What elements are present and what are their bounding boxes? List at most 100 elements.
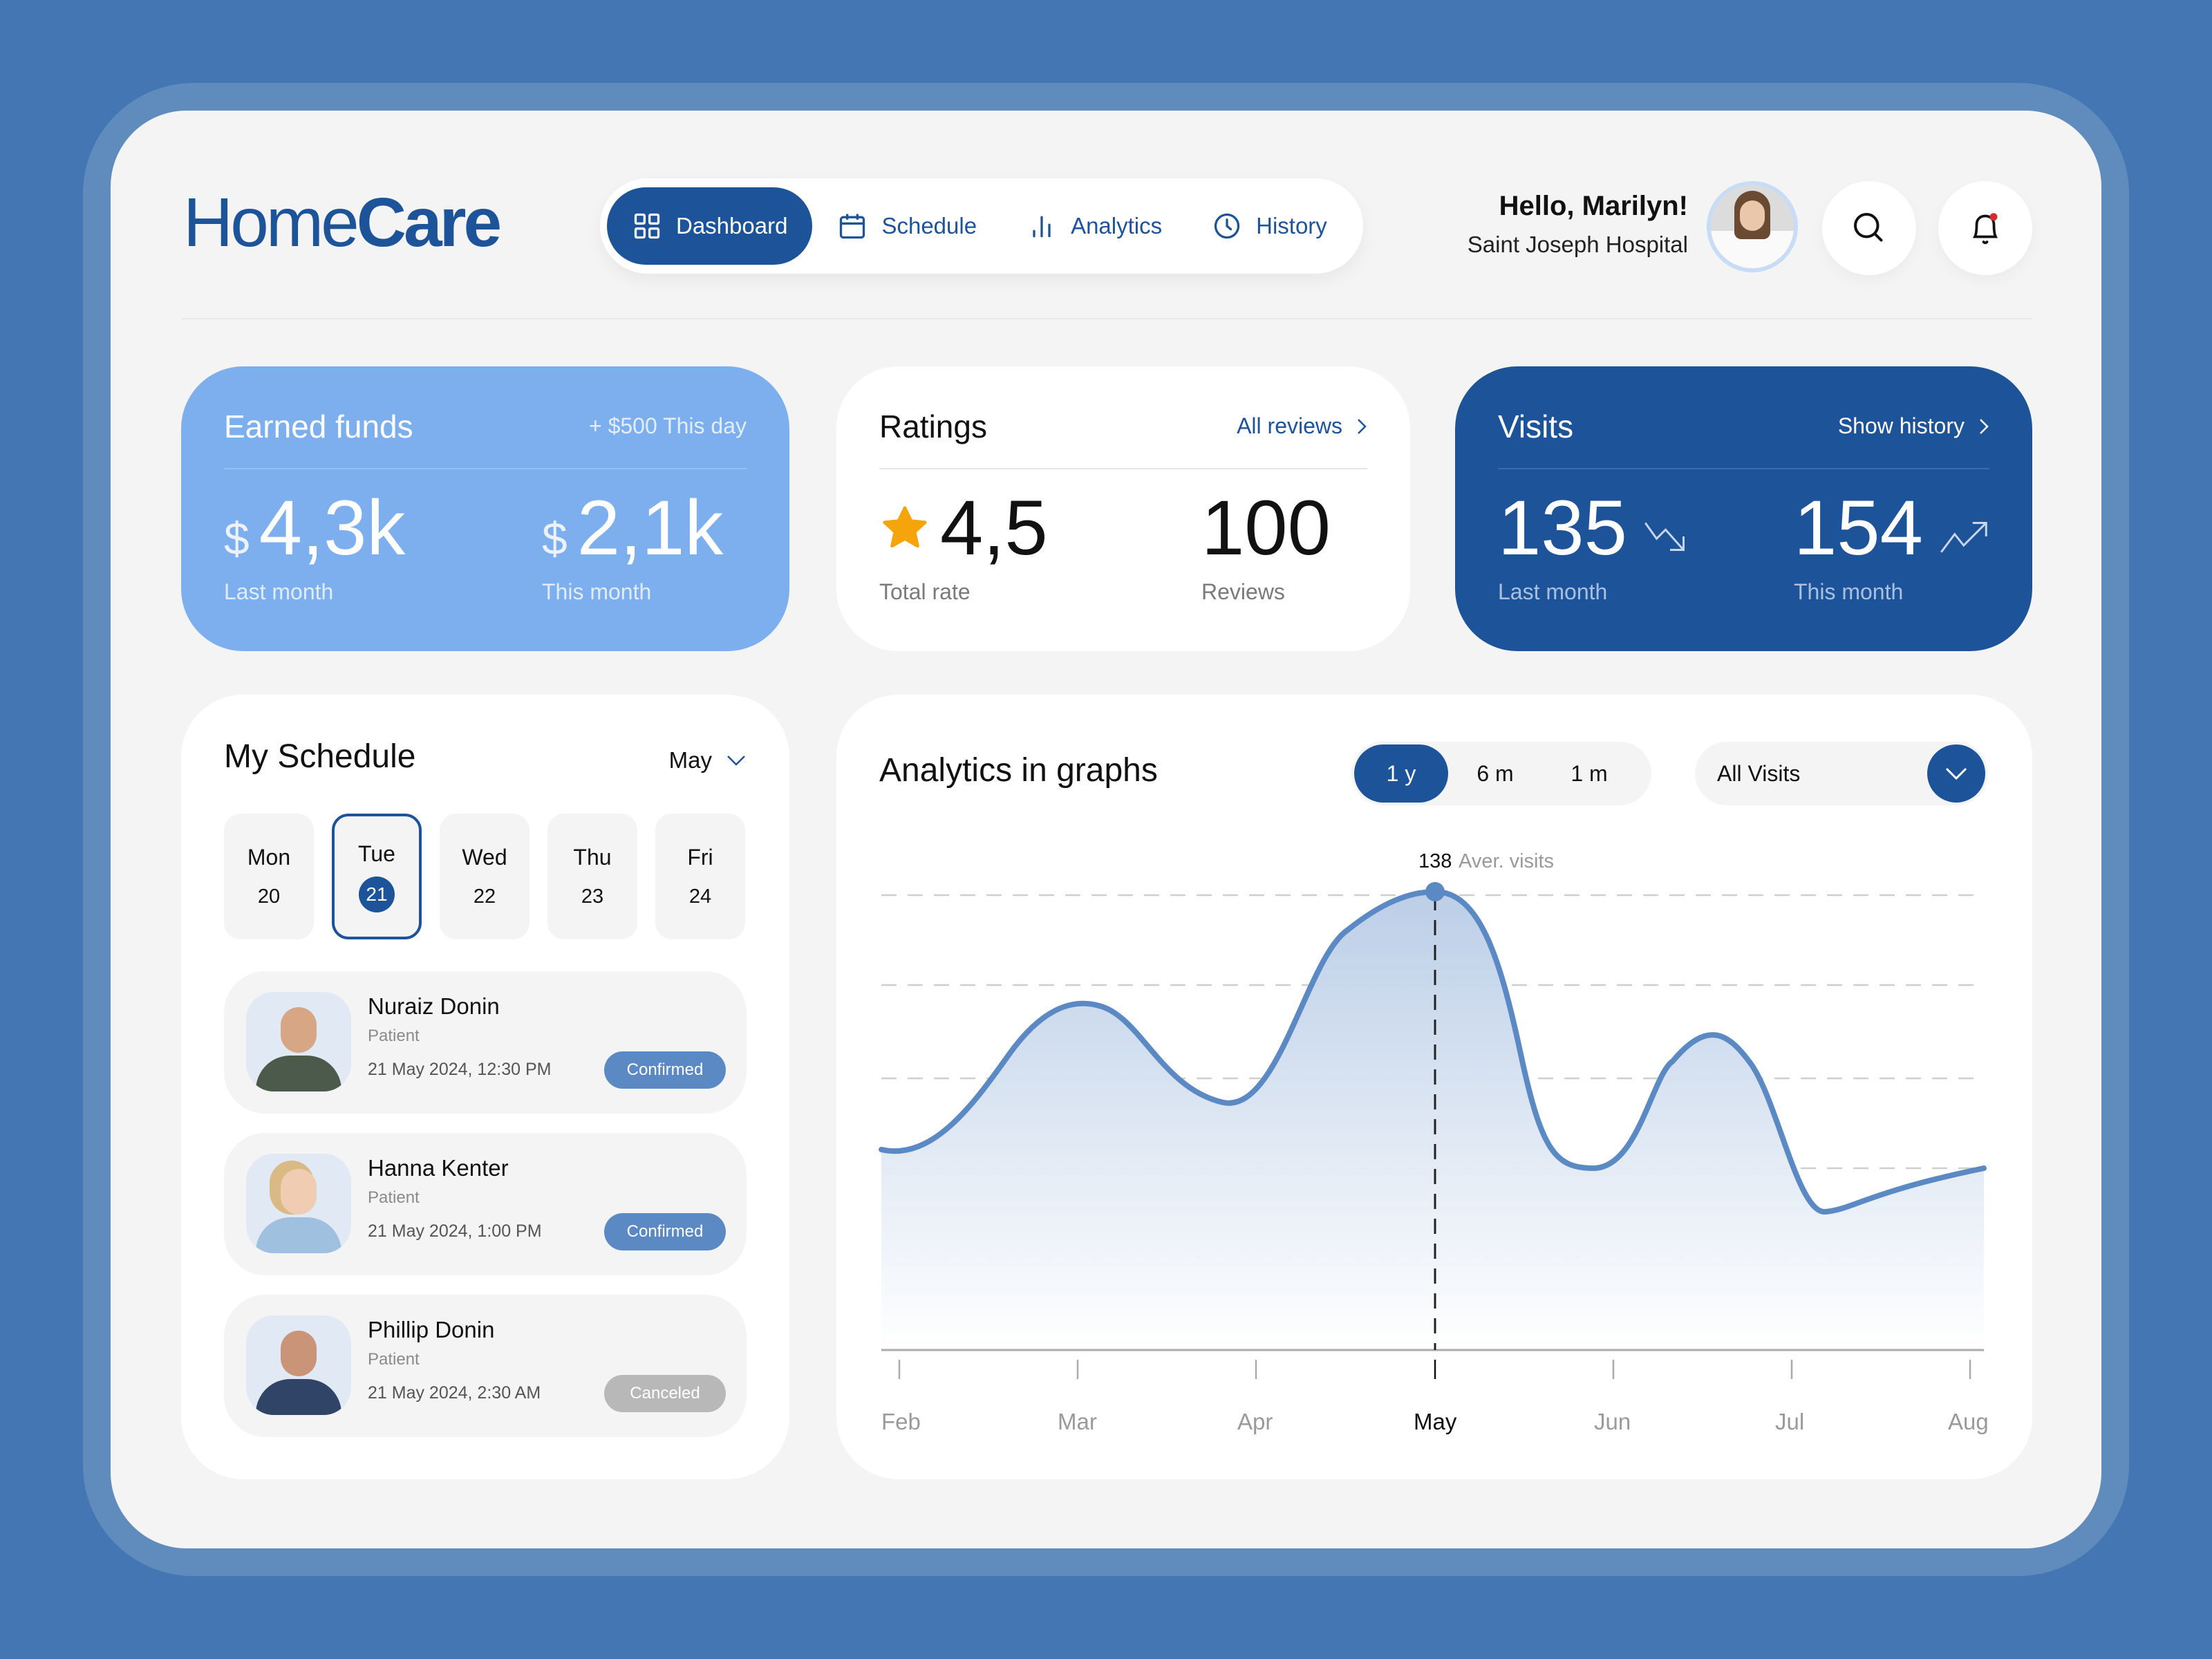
appointment-time: 21 May 2024, 1:00 PM: [368, 1221, 542, 1241]
total-rate: 4,5 Total rate: [879, 489, 1048, 605]
trend-down-icon: [1644, 522, 1685, 551]
stat-value: 135: [1498, 485, 1627, 571]
my-schedule-panel: My Schedule May Mon 20 Tue 21 Wed 22 Thu 23 …: [181, 695, 789, 1479]
day-name: Tue: [358, 841, 395, 866]
card-title: Ratings: [879, 409, 987, 444]
star-icon: [883, 506, 927, 548]
link-label: Show history: [1837, 413, 1965, 438]
logo[interactable]: HomeCare: [183, 188, 502, 257]
day-name: Thu: [573, 845, 612, 870]
tooltip-value: 138: [1418, 850, 1452, 872]
visits-this-month: 154 This month: [1794, 489, 1994, 605]
card-divider: [224, 468, 747, 469]
ratings-card: Ratings All reviews 4,5 Total rate 100 R…: [836, 366, 1410, 651]
patient-name: Hanna Kenter: [368, 1155, 509, 1181]
appointment-item[interactable]: Nuraiz Donin Patient 21 May 2024, 12:30 …: [224, 971, 747, 1114]
month-label: May: [668, 747, 712, 773]
notifications-button[interactable]: [1938, 181, 2032, 275]
chevron-down-icon: [727, 756, 745, 766]
x-label-jun: Jun: [1594, 1409, 1631, 1434]
earned-funds-card: Earned funds + $500 This day $4,3k Last …: [181, 366, 789, 651]
show-history-link[interactable]: Show history: [1838, 413, 1989, 439]
status-badge: Confirmed: [604, 1051, 726, 1089]
card-title: Earned funds: [224, 409, 413, 444]
day-tue[interactable]: Tue 21: [332, 814, 422, 939]
analytics-panel: 138 Aver. visits Feb Mar Apr May Jun Jul…: [836, 695, 2032, 1479]
stat-value: 4,5: [940, 485, 1048, 571]
highlight-point: [1425, 882, 1445, 901]
nav-dashboard-label: Dashboard: [676, 213, 788, 238]
nav-analytics-label: Analytics: [1071, 213, 1163, 238]
patient-role: Patient: [368, 1188, 420, 1207]
area-chart: 138 Aver. visits Feb Mar Apr May Jun Jul…: [879, 850, 1989, 1434]
filter-dropdown-button[interactable]: [1927, 744, 1985, 803]
day-name: Mon: [247, 845, 291, 870]
patient-name: Nuraiz Donin: [368, 993, 500, 1019]
range-1m[interactable]: 1 m: [1571, 760, 1608, 786]
day-name: Wed: [462, 845, 507, 870]
patient-photo: [246, 1154, 351, 1253]
x-label-may: May: [1414, 1409, 1457, 1434]
x-label-aug: Aug: [1948, 1409, 1989, 1434]
earned-last-month: $4,3k Last month: [224, 489, 405, 605]
range-6m[interactable]: 6 m: [1477, 760, 1514, 786]
link-label: All reviews: [1237, 413, 1342, 438]
bar-chart-icon: [1033, 216, 1051, 238]
patient-role: Patient: [368, 1027, 420, 1045]
day-number: 21: [359, 877, 395, 912]
day-fri[interactable]: Fri 24: [655, 814, 745, 939]
currency-symbol: $: [542, 513, 568, 564]
currency-symbol: $: [224, 513, 250, 564]
day-mon[interactable]: Mon 20: [224, 814, 314, 939]
calendar-icon: [840, 214, 865, 239]
appointment-item[interactable]: Phillip Donin Patient 21 May 2024, 2:30 …: [224, 1295, 747, 1437]
visits-card: Visits Show history 135 Last month 154 T…: [1455, 366, 2032, 651]
patient-name: Phillip Donin: [368, 1317, 495, 1342]
card-title: Visits: [1498, 409, 1574, 444]
avatar-photo: [1711, 185, 1794, 268]
range-toggle: 1 y 6 m 1 m: [1351, 742, 1651, 805]
stat-label: Last month: [1498, 579, 1608, 604]
nav-analytics[interactable]: Analytics: [1002, 187, 1187, 265]
card-divider: [879, 468, 1367, 469]
card-divider: [1498, 468, 1989, 469]
earned-this-month: $2,1k This month: [542, 489, 723, 605]
x-label-mar: Mar: [1058, 1409, 1097, 1434]
day-name: Fri: [687, 845, 713, 870]
chevron-right-icon: [1358, 418, 1367, 434]
bell-icon: [1972, 213, 1998, 245]
logo-care: Care: [356, 184, 502, 261]
schedule-title: My Schedule: [224, 738, 416, 775]
nav-history[interactable]: History: [1187, 187, 1352, 265]
x-ticks: [898, 1360, 1971, 1379]
nav-history-label: History: [1256, 213, 1327, 238]
hospital-name: Saint Joseph Hospital: [1467, 232, 1688, 257]
x-label-jul: Jul: [1775, 1409, 1804, 1434]
stat-value: 4,3k: [259, 485, 406, 571]
patient-role: Patient: [368, 1350, 420, 1369]
stat-label: This month: [542, 579, 652, 604]
appointment-item[interactable]: Hanna Kenter Patient 21 May 2024, 1:00 P…: [224, 1133, 747, 1275]
nav-schedule[interactable]: Schedule: [812, 187, 1002, 265]
x-label-apr: Apr: [1237, 1409, 1273, 1434]
visits-filter-select[interactable]: All Visits: [1695, 742, 1988, 805]
chevron-right-icon: [1980, 418, 1989, 434]
analytics-title: Analytics in graphs: [879, 752, 1158, 789]
search-button[interactable]: [1822, 181, 1916, 275]
day-wed[interactable]: Wed 22: [440, 814, 529, 939]
user-greeting: Hello, Marilyn! Saint Joseph Hospital: [1468, 191, 1688, 258]
greeting-text: Hello, Marilyn!: [1499, 191, 1688, 221]
all-reviews-link[interactable]: All reviews: [1237, 413, 1367, 439]
nav-dashboard[interactable]: Dashboard: [607, 187, 813, 265]
stat-label: Total rate: [879, 579, 971, 604]
appointment-time: 21 May 2024, 12:30 PM: [368, 1060, 552, 1079]
month-dropdown[interactable]: May: [669, 747, 747, 774]
search-icon: [1854, 213, 1883, 242]
range-1y[interactable]: 1 y: [1354, 744, 1448, 803]
user-avatar[interactable]: [1707, 181, 1798, 272]
earned-today-text: + $500 This day: [588, 413, 747, 438]
day-thu[interactable]: Thu 23: [547, 814, 637, 939]
series-line: [879, 888, 1987, 1215]
chevron-down-icon: [1945, 767, 1967, 780]
status-badge: Confirmed: [604, 1213, 726, 1250]
